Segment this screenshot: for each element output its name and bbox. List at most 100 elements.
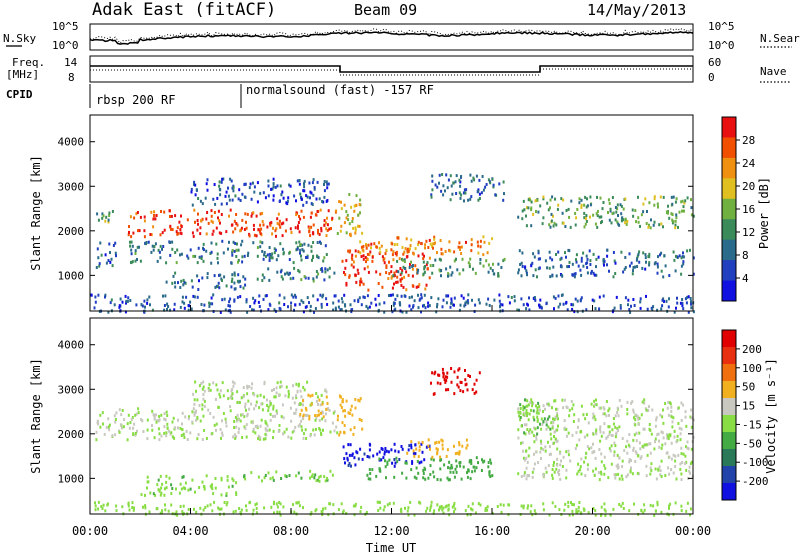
data-cell — [690, 306, 693, 310]
data-cell — [420, 442, 423, 446]
data-cell — [220, 180, 223, 184]
data-cell — [646, 307, 649, 311]
data-cell — [633, 416, 635, 420]
data-cell — [394, 251, 397, 255]
data-cell — [410, 468, 413, 472]
data-cell — [160, 491, 163, 495]
data-cell — [295, 248, 298, 252]
data-cell — [661, 443, 664, 447]
data-cell — [528, 412, 531, 416]
data-cell — [346, 456, 349, 460]
data-cell — [250, 402, 253, 406]
data-cell — [530, 224, 533, 228]
y-tick-label: 1000 — [58, 269, 85, 282]
nave-right-tick-bottom: 0 — [708, 71, 715, 84]
data-cell — [395, 280, 398, 284]
data-cell — [540, 457, 542, 460]
data-cell — [517, 428, 520, 432]
data-cell — [206, 178, 209, 182]
data-cell — [221, 239, 224, 243]
data-cell — [334, 294, 337, 298]
data-cell — [348, 193, 351, 196]
data-cell — [225, 424, 228, 428]
data-cell — [238, 401, 241, 404]
data-cell — [409, 247, 411, 251]
data-cell — [679, 467, 682, 471]
data-cell — [689, 471, 691, 475]
data-cell — [439, 382, 442, 386]
data-cell — [349, 408, 352, 412]
data-cell — [625, 445, 628, 449]
data-cell — [298, 179, 301, 182]
data-cell — [567, 504, 570, 508]
data-cell — [310, 245, 313, 249]
data-cell — [127, 504, 130, 508]
data-cell — [487, 270, 490, 274]
data-cell — [219, 395, 222, 399]
data-cell — [417, 441, 420, 445]
data-cell — [312, 277, 315, 281]
data-cell — [683, 201, 686, 205]
data-cell — [179, 228, 182, 231]
colorbar-tick-label: 12 — [742, 226, 755, 239]
data-cell — [414, 264, 417, 268]
data-cell — [221, 177, 224, 181]
data-cell — [547, 440, 549, 444]
data-cell — [489, 475, 492, 478]
data-cell — [552, 265, 555, 269]
data-cell — [276, 381, 279, 385]
data-cell — [500, 510, 503, 514]
data-cell — [549, 275, 552, 279]
data-cell — [507, 295, 510, 299]
data-cell — [566, 406, 569, 410]
colorbar-segment — [722, 381, 736, 399]
data-cell — [279, 242, 282, 246]
data-cell — [316, 180, 319, 184]
data-cell — [300, 258, 303, 262]
data-cell — [674, 454, 677, 458]
data-cell — [186, 254, 189, 258]
data-cell — [131, 506, 134, 509]
data-cell — [285, 385, 288, 389]
data-cell — [427, 246, 430, 249]
data-cell — [690, 198, 692, 202]
data-cell — [397, 236, 400, 240]
data-cell — [582, 264, 585, 268]
data-cell — [470, 238, 473, 242]
data-cell — [635, 220, 637, 224]
data-cell — [165, 434, 168, 438]
data-cell — [217, 405, 220, 409]
data-cell — [317, 256, 320, 260]
data-cell — [553, 430, 556, 434]
data-cell — [430, 381, 432, 385]
data-cell — [489, 266, 492, 270]
data-cell — [236, 390, 239, 394]
nave-label: Nave — [760, 65, 787, 78]
data-cell — [392, 303, 395, 307]
data-cell — [558, 469, 561, 472]
colorbar-tick-label: -15 — [742, 418, 762, 431]
data-cell — [174, 214, 177, 218]
data-cell — [458, 452, 461, 456]
data-cell — [616, 207, 619, 211]
data-cell — [526, 206, 528, 210]
data-cell — [326, 478, 329, 482]
data-cell — [442, 184, 445, 188]
data-cell — [121, 505, 124, 509]
data-cell — [287, 435, 290, 439]
data-cell — [567, 453, 570, 457]
data-cell — [311, 181, 314, 185]
data-cell — [536, 275, 538, 279]
data-cell — [588, 447, 591, 451]
data-cell — [614, 261, 617, 265]
data-cell — [241, 239, 244, 243]
data-cell — [322, 259, 325, 263]
data-cell — [542, 473, 545, 477]
data-cell — [269, 402, 272, 406]
data-cell — [459, 196, 462, 200]
data-cell — [411, 267, 414, 271]
data-cell — [166, 302, 169, 306]
data-cell — [276, 270, 279, 274]
data-cell — [677, 225, 679, 229]
data-cell — [108, 428, 111, 432]
